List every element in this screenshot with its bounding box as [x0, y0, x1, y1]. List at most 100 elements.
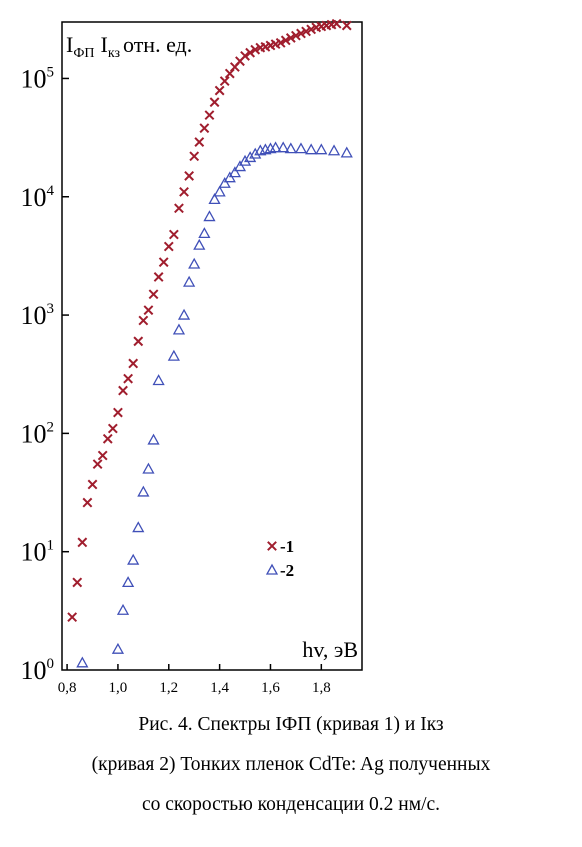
point-triangle — [137, 485, 150, 497]
point-triangle — [249, 147, 262, 159]
point-triangle — [121, 576, 135, 588]
point-cross — [77, 537, 88, 548]
point-cross — [158, 257, 169, 268]
point-cross — [250, 44, 261, 55]
x-tick-label: 1,2 — [159, 680, 178, 696]
point-triangle — [203, 210, 216, 222]
y-title-units: отн. ед. — [123, 32, 192, 57]
point-cross — [290, 30, 301, 41]
point-cross — [174, 203, 184, 214]
point-cross — [67, 612, 78, 623]
point-cross — [275, 37, 286, 48]
point-triangle — [269, 141, 282, 153]
point-cross — [168, 229, 179, 240]
point-triangle — [284, 142, 297, 154]
point-cross — [138, 315, 149, 326]
y-title-sub-1: ФП — [73, 46, 94, 61]
point-cross — [113, 407, 123, 418]
y-tick-label: 101 — [21, 538, 55, 567]
point-cross — [123, 373, 134, 384]
legend-label: -1 — [280, 537, 294, 556]
legend-label: -2 — [280, 561, 294, 580]
point-triangle — [198, 227, 211, 239]
y-title-sub-2: кз — [108, 46, 121, 61]
point-cross — [128, 358, 139, 369]
caption-line-3: со скоростью конденсации 0.2 нм/с. — [141, 794, 441, 815]
point-triangle — [177, 308, 191, 320]
data-points — [67, 18, 353, 668]
x-ticks: 0,8 1,0 1,2 1,4 1,6 1,8 — [58, 664, 331, 696]
point-triangle — [167, 349, 180, 361]
point-triangle — [228, 166, 241, 178]
point-triangle — [152, 374, 165, 386]
x-tick-label: 1,6 — [261, 680, 280, 696]
point-cross — [224, 68, 235, 79]
point-triangle — [142, 462, 155, 474]
point-triangle — [116, 603, 130, 615]
y-tick-label: 102 — [21, 419, 55, 448]
point-cross — [163, 241, 174, 252]
figure-caption: Рис. 4. Спектры IФП (кривая 1) и Iкз (кр… — [0, 705, 582, 825]
caption-line-2: (кривая 2) Тонких пленок CdTe: Ag получе… — [91, 754, 491, 775]
point-triangle — [183, 275, 196, 287]
point-triangle — [265, 563, 279, 575]
point-cross — [72, 577, 83, 588]
y-tick-label: 100 — [21, 656, 55, 685]
point-triangle — [147, 433, 160, 445]
point-triangle — [233, 160, 247, 172]
point-cross — [245, 47, 256, 58]
point-cross — [285, 33, 296, 43]
point-cross — [214, 85, 225, 96]
point-cross — [240, 51, 250, 61]
y-tick-label: 103 — [21, 301, 55, 330]
point-triangle — [188, 257, 201, 269]
point-cross — [301, 26, 311, 37]
point-cross — [82, 497, 93, 508]
point-triangle — [111, 642, 125, 654]
point-cross — [331, 18, 342, 29]
point-triangle — [193, 238, 206, 250]
x-axis-title: hv, эВ — [302, 637, 358, 662]
x-tick-label: 1,8 — [312, 680, 331, 696]
point-cross — [189, 151, 200, 162]
point-cross — [184, 171, 195, 181]
spectra-chart: IФП Iкз отн. ед. hv, эВ 100101102103104105… — [21, 18, 363, 696]
y-title-symbol-1: I — [66, 32, 73, 57]
point-triangle — [127, 553, 140, 565]
point-cross — [209, 97, 220, 108]
point-cross — [118, 385, 128, 396]
point-triangle — [76, 656, 89, 668]
point-cross — [341, 20, 352, 31]
point-cross — [133, 336, 144, 347]
point-cross — [296, 28, 306, 39]
point-cross — [199, 123, 210, 134]
point-cross — [267, 541, 277, 551]
point-triangle — [218, 176, 231, 188]
series-1-points — [67, 18, 352, 623]
point-cross — [107, 423, 118, 434]
y-tick-label: 104 — [21, 183, 55, 212]
point-triangle — [208, 193, 221, 205]
point-triangle — [172, 323, 186, 335]
point-triangle — [315, 143, 328, 155]
y-title-symbol-2: I — [101, 32, 108, 57]
y-axis-title: IФП Iкз отн. ед. — [66, 32, 192, 61]
point-triangle — [294, 142, 308, 154]
x-tick-label: 1,4 — [210, 680, 229, 696]
point-cross — [97, 450, 108, 461]
plot-frame — [61, 21, 363, 671]
point-cross — [194, 137, 205, 147]
point-cross — [219, 76, 230, 86]
point-cross — [143, 305, 154, 316]
point-cross — [148, 289, 159, 300]
point-cross — [306, 24, 317, 35]
point-triangle — [132, 521, 145, 533]
legend: -1-2 — [265, 537, 294, 580]
point-cross — [102, 433, 113, 444]
x-tick-label: 0,8 — [58, 680, 77, 696]
point-cross — [280, 35, 291, 46]
point-triangle — [277, 141, 290, 153]
caption-line-1: Рис. 4. Спектры IФП (кривая 1) и Iкз — [138, 714, 444, 735]
x-tick-label: 1,0 — [109, 680, 128, 696]
point-cross — [87, 479, 98, 490]
